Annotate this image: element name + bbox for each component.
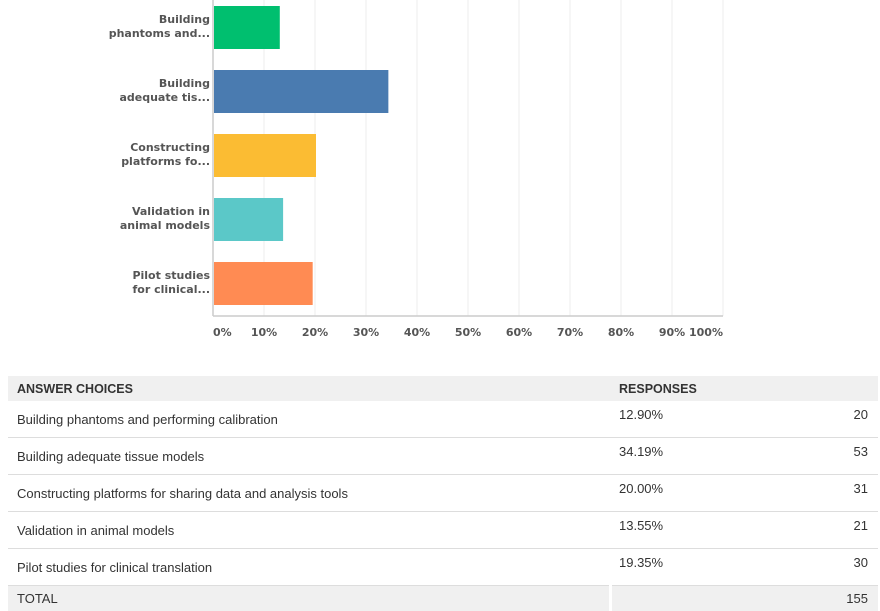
category-label: platforms fo... [121,155,210,168]
table-row: Constructing platforms for sharing data … [8,475,878,512]
answer-choice: Pilot studies for clinical translation [8,549,610,586]
answer-choice: Building adequate tissue models [8,438,610,475]
bar [214,70,388,113]
category-label: adequate tis... [119,91,210,104]
x-tick-label: 10% [251,326,277,339]
response-count: 31 [799,475,878,512]
category-label: animal models [120,219,211,232]
response-percent: 19.35% [610,549,799,586]
x-tick-label: 0% [213,326,232,339]
table-header-row: ANSWER CHOICES RESPONSES [8,376,878,401]
x-tick-label: 60% [506,326,532,339]
category-label: Building [159,77,210,90]
table-row: Building phantoms and performing calibra… [8,401,878,438]
x-tick-label: 100% [689,326,723,339]
answer-choice: Validation in animal models [8,512,610,549]
response-count: 30 [799,549,878,586]
x-tick-label: 90% [659,326,685,339]
category-label: Building [159,13,210,26]
answer-choice: Building phantoms and performing calibra… [8,401,610,438]
response-percent: 20.00% [610,475,799,512]
x-tick-label: 20% [302,326,328,339]
response-count: 21 [799,512,878,549]
category-label: for clinical... [132,283,210,296]
category-label: Validation in [132,205,210,218]
bar-chart: 0% 10% 20% 30% 40% 50% 60% 70% 80% 90% 100% Buildin… [0,0,880,350]
response-percent: 13.55% [610,512,799,549]
category-label: Pilot studies [132,269,210,282]
answer-choice: Constructing platforms for sharing data … [8,475,610,512]
total-blank [610,586,799,611]
bar [214,262,313,305]
bar [214,198,283,241]
header-answer-choices: ANSWER CHOICES [8,376,610,401]
category-label: phantoms and... [109,27,210,40]
response-percent: 34.19% [610,438,799,475]
total-count: 155 [799,586,878,611]
response-count: 20 [799,401,878,438]
x-tick-label: 30% [353,326,379,339]
bar [214,6,280,49]
header-responses: RESPONSES [610,376,878,401]
x-tick-label: 50% [455,326,481,339]
total-row: TOTAL 155 [8,586,878,611]
response-count: 53 [799,438,878,475]
x-tick-label: 80% [608,326,634,339]
response-percent: 12.90% [610,401,799,438]
total-label: TOTAL [8,586,610,611]
category-label: Constructing [130,141,210,154]
responses-table: ANSWER CHOICES RESPONSES Building phanto… [8,376,878,611]
x-tick-label: 40% [404,326,430,339]
x-tick-label: 70% [557,326,583,339]
bar [214,134,316,177]
